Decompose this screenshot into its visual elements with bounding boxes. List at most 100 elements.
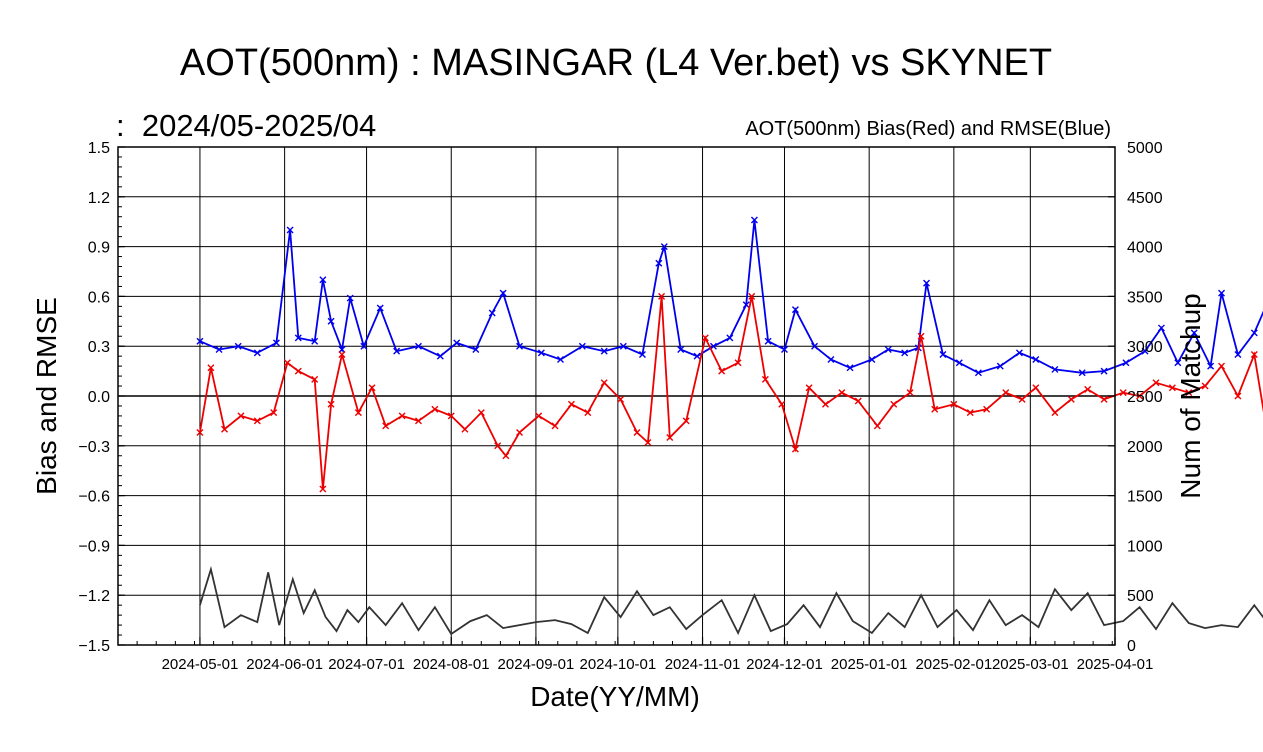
- data-point: [376, 304, 384, 312]
- y2-tick-label: 4000: [1127, 240, 1163, 257]
- data-point: [1015, 349, 1023, 357]
- data-point: [283, 359, 291, 367]
- data-point: [1157, 324, 1165, 332]
- x-tick-label: 2024-09-01: [498, 656, 575, 673]
- y-tick-label: 0.9: [88, 240, 110, 257]
- data-point: [294, 367, 302, 375]
- data-point: [237, 412, 245, 420]
- y2-tick-label: 4500: [1127, 190, 1163, 207]
- y2-tick-label: 2000: [1127, 439, 1163, 456]
- data-point: [718, 367, 726, 375]
- data-point: [923, 279, 931, 287]
- x-tick-label: 2025-03-01: [992, 656, 1069, 673]
- data-point: [666, 434, 674, 441]
- y2-tick-label: 1000: [1127, 538, 1163, 555]
- data-point: [1018, 395, 1026, 403]
- y-tick-label: 1.2: [88, 190, 110, 207]
- data-point: [557, 355, 564, 363]
- y-tick-label: 0.0: [88, 389, 110, 406]
- data-point: [1119, 389, 1127, 397]
- data-point: [472, 346, 480, 354]
- data-point: [414, 342, 422, 350]
- data-point: [617, 395, 625, 403]
- data-point: [311, 375, 319, 383]
- data-point: [966, 409, 974, 417]
- chart-period: : 2024/05-2025/04: [116, 108, 377, 143]
- data-point: [1185, 389, 1193, 397]
- data-point: [838, 389, 846, 397]
- data-point: [1078, 369, 1086, 377]
- data-point: [453, 339, 461, 347]
- data-point: [414, 417, 422, 425]
- data-point: [1002, 389, 1010, 397]
- data-point: [1122, 359, 1130, 367]
- data-point: [327, 317, 335, 325]
- data-point: [1250, 351, 1258, 358]
- data-point: [499, 289, 507, 297]
- data-point: [1218, 362, 1226, 370]
- data-point: [447, 412, 455, 420]
- data-point: [253, 349, 261, 357]
- x-tick-label: 2025-02-01: [915, 656, 992, 673]
- data-point: [1100, 395, 1108, 403]
- data-point: [1168, 384, 1176, 392]
- series-line: [199, 219, 1263, 374]
- y-tick-label: −1.2: [78, 588, 110, 605]
- x-tick-label: 2024-11-01: [665, 656, 741, 673]
- data-point: [551, 422, 559, 430]
- data-point: [996, 362, 1004, 370]
- y-tick-label: 0.6: [88, 289, 110, 306]
- data-point: [890, 400, 898, 408]
- data-point: [726, 334, 734, 342]
- y-tick-label: −0.6: [78, 489, 110, 506]
- data-point: [805, 384, 813, 392]
- data-point: [884, 346, 892, 354]
- data-point: [600, 379, 608, 387]
- x-axis-label: Date(YY/MM): [530, 681, 700, 712]
- data-point: [1136, 392, 1144, 400]
- data-point: [854, 397, 862, 405]
- data-point: [1152, 379, 1160, 387]
- chart-title: AOT(500nm) : MASINGAR (L4 Ver.bet) vs SK…: [179, 42, 1053, 84]
- y-tick-label: −0.3: [78, 439, 110, 456]
- data-point: [319, 485, 327, 493]
- data-point: [939, 351, 947, 358]
- legend-label: AOT(500nm) Bias(Red) and RMSE(Blue): [745, 118, 1111, 140]
- data-point: [821, 400, 829, 408]
- data-point: [346, 294, 354, 302]
- data-point: [1234, 392, 1242, 400]
- data-point: [234, 342, 242, 350]
- x-tick-label: 2024-06-01: [246, 656, 323, 673]
- x-tick-label: 2024-05-01: [162, 656, 239, 673]
- data-point: [393, 347, 401, 355]
- x-tick-label: 2024-12-01: [746, 656, 823, 673]
- data-point: [780, 346, 788, 354]
- data-point: [1051, 409, 1059, 417]
- data-point: [983, 405, 991, 413]
- data-point: [1250, 329, 1258, 337]
- data-point: [221, 425, 229, 433]
- data-point: [748, 292, 756, 300]
- data-point: [950, 400, 958, 408]
- series-line: [199, 565, 1263, 636]
- data-point: [502, 452, 510, 460]
- series-line: [199, 296, 1263, 490]
- data-point: [516, 429, 524, 437]
- data-point: [761, 375, 769, 383]
- data-point: [567, 400, 575, 408]
- data-point: [1100, 367, 1108, 375]
- data-point: [272, 339, 280, 347]
- data-point: [682, 417, 690, 425]
- data-point: [1234, 351, 1242, 358]
- data-point: [1084, 385, 1092, 393]
- data-point: [196, 429, 204, 437]
- data-point: [1218, 289, 1226, 297]
- x-tick-label: 2025-04-01: [1077, 656, 1154, 673]
- data-point: [778, 400, 786, 408]
- series-bias: [196, 292, 1263, 493]
- data-point: [1141, 347, 1149, 355]
- data-point: [734, 359, 742, 367]
- data-point: [846, 364, 854, 372]
